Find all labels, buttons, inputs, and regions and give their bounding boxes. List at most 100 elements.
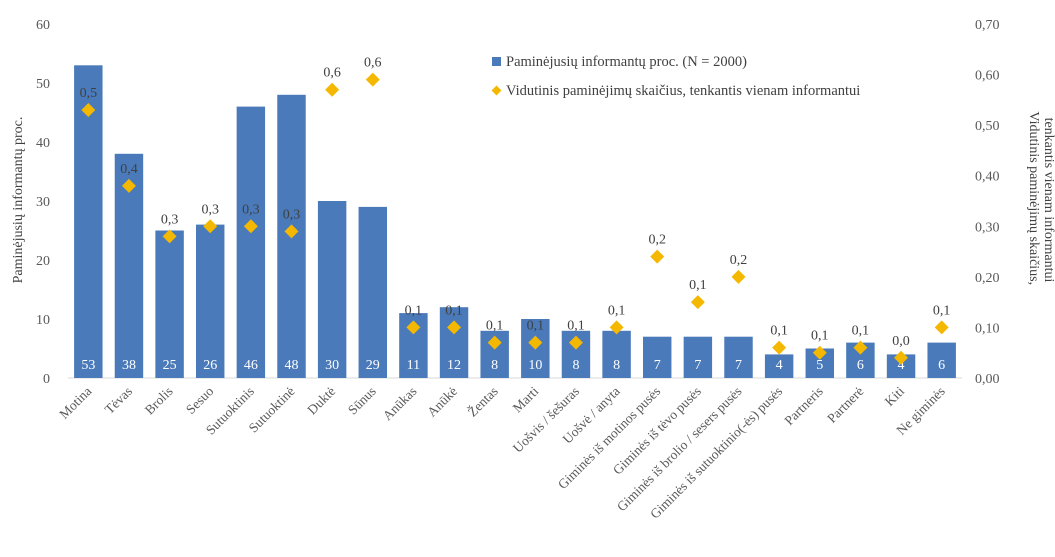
bar-data-label: 6 — [938, 358, 945, 373]
bar-data-label: 6 — [857, 358, 864, 373]
bar — [683, 336, 713, 378]
legend-bar-label: Paminėjusių informantų proc. (N = 2000) — [506, 54, 747, 70]
x-tick-label: Anūkė — [424, 384, 460, 420]
bar-data-label: 38 — [122, 358, 136, 373]
bar — [155, 230, 184, 378]
point-data-label: 0,1 — [405, 303, 423, 318]
y2-tick-label: 0,40 — [975, 170, 1000, 185]
x-tick-label: Partneris — [781, 384, 826, 429]
bar — [724, 336, 753, 378]
legend-bar-swatch — [492, 57, 501, 66]
y-tick-label: 30 — [36, 195, 50, 210]
x-tick-label: Kiti — [882, 383, 908, 409]
point-data-label: 0,5 — [80, 86, 98, 101]
y2-tick-label: 0,10 — [975, 321, 1000, 336]
x-tick-label: Anūkas — [380, 384, 420, 424]
bar — [643, 336, 672, 378]
point-data-label: 0,1 — [770, 324, 788, 339]
point-data-label: 0,6 — [323, 66, 341, 81]
bar-data-label: 7 — [735, 358, 742, 373]
bar — [358, 206, 387, 378]
x-tick-label: Duktė — [304, 384, 338, 418]
bar — [236, 106, 266, 378]
point-marker — [406, 320, 421, 335]
bar — [764, 354, 794, 378]
point-marker — [284, 224, 299, 239]
x-tick-label: Motina — [56, 384, 94, 422]
bar-data-label: 5 — [816, 358, 823, 373]
y-axis-title: Paminėjusių informantų proc. — [11, 117, 26, 284]
legend-point-swatch — [491, 85, 502, 96]
point-marker — [528, 335, 543, 350]
bar-data-label: 8 — [613, 358, 620, 373]
point-marker — [365, 72, 380, 87]
y2-axis-title: Vidutinis paminėjimų skaičius, tenkantis… — [1026, 111, 1055, 288]
legend-point-label: Vidutinis paminėjimų skaičius, tenkantis… — [506, 83, 860, 99]
y-tick-label: 40 — [36, 136, 50, 151]
bar-data-label: 25 — [163, 358, 177, 373]
bar-data-label: 12 — [447, 358, 461, 373]
point-marker — [934, 320, 949, 335]
point-data-label: 0,1 — [608, 303, 626, 318]
point-marker — [81, 102, 96, 117]
bar-data-label: 48 — [285, 358, 299, 373]
point-data-label: 0,3 — [283, 207, 301, 222]
bar — [927, 342, 956, 378]
point-marker — [203, 219, 218, 234]
y-tick-label: 50 — [36, 77, 50, 92]
point-marker — [447, 320, 462, 335]
bar-data-label: 8 — [572, 358, 579, 373]
bar-data-label: 26 — [203, 358, 217, 373]
bar — [196, 224, 225, 378]
point-data-label: 0,2 — [648, 233, 666, 248]
bar — [602, 330, 631, 378]
point-data-label: 0,1 — [689, 278, 707, 293]
bar — [74, 65, 103, 379]
y-tick-label: 0 — [43, 372, 50, 387]
y2-tick-label: 0,50 — [975, 119, 1000, 134]
x-tick-label: Tėvas — [102, 384, 135, 417]
bar-data-label: 4 — [898, 358, 905, 373]
point-data-label: 0,1 — [811, 329, 829, 344]
point-marker — [731, 269, 746, 284]
bar-data-label: 10 — [528, 358, 542, 373]
x-tick-label: Marti — [510, 383, 542, 415]
bar — [886, 354, 916, 378]
point-marker — [894, 350, 909, 365]
bar — [439, 307, 469, 378]
y2-tick-label: 0,20 — [975, 271, 1000, 286]
y-tick-label: 10 — [36, 313, 50, 328]
point-data-label: 0,1 — [567, 319, 585, 334]
point-data-label: 0,1 — [445, 303, 463, 318]
point-data-label: 0,2 — [730, 253, 748, 268]
bar-data-label: 7 — [694, 358, 701, 373]
x-tick-label: Žentas — [465, 384, 501, 420]
y2-tick-label: 0,70 — [975, 18, 1000, 33]
point-marker — [162, 229, 177, 244]
y2-axis-title-line-1: Vidutinis paminėjimų skaičius, — [1026, 111, 1041, 285]
y2-tick-label: 0,30 — [975, 220, 1000, 235]
point-data-label: 0,4 — [120, 162, 138, 177]
point-data-label: 0,1 — [527, 319, 545, 334]
y2-tick-label: 0,00 — [975, 372, 1000, 387]
bar-data-label: 8 — [491, 358, 498, 373]
point-marker — [121, 178, 136, 193]
bar — [317, 201, 347, 378]
y-tick-label: 60 — [36, 18, 50, 33]
legend: Paminėjusių informantų proc. (N = 2000) … — [491, 54, 860, 99]
point-data-label: 0,1 — [852, 324, 870, 339]
x-tick-label: Sesuo — [183, 383, 217, 417]
point-marker — [325, 82, 340, 97]
x-tick-label: Brolis — [142, 384, 176, 418]
point-marker — [487, 335, 502, 350]
point-data-label: 0,1 — [933, 303, 951, 318]
bar-data-label: 4 — [776, 358, 783, 373]
y-tick-label: 20 — [36, 254, 50, 269]
point-marker — [690, 295, 705, 310]
point-marker — [650, 249, 665, 264]
point-data-label: 0,0 — [892, 334, 910, 349]
y2-axis-title-line-2: tenkantis vienam informantui — [1041, 118, 1055, 283]
bar-data-label: 7 — [654, 358, 661, 373]
point-data-label: 0,6 — [364, 56, 382, 71]
